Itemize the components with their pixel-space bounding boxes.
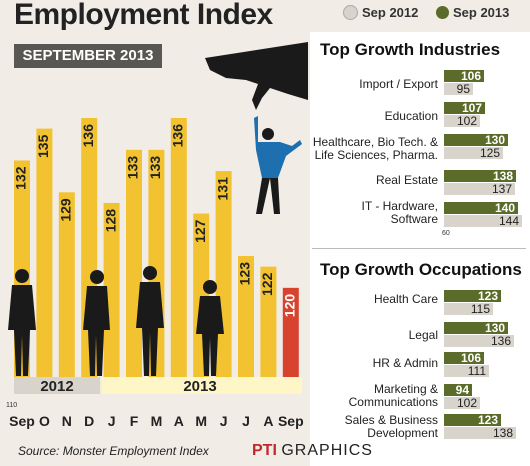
legend-item-sep-2013: Sep 2013 [436,5,509,20]
bar-value-label: 132 [13,166,29,190]
bar-sep-2013: 123 [444,290,501,302]
x-tick-label: A [174,413,184,429]
bar-5 [126,149,142,394]
bar-sep-2012: 137 [444,183,515,195]
legend-label-2013: Sep 2013 [453,5,510,20]
x-tick-label: M [195,413,207,429]
x-min-label: 60 [442,230,450,237]
bar-value-label: 127 [192,219,208,243]
x-tick-label: J [242,413,250,429]
y-min-label: 110 [6,402,18,409]
credit: PTI GRAPHICS [252,442,373,460]
x-tick-label: N [62,413,72,429]
category-label: Marketing & Communications [348,382,438,409]
bar-sep-2013: 123 [444,414,501,426]
hand-icon [205,42,308,110]
category-label: Healthcare, Bio Tech. & Life Sciences, P… [312,135,438,162]
bar-value-label: 129 [58,198,74,222]
year-band-2012 [14,377,100,394]
bar-sep-2012: 95 [444,83,473,95]
bar-12 [282,287,299,394]
x-tick-label: O [39,413,50,429]
lifted-man-icon [254,116,302,214]
bar-sep-2013: 138 [444,170,516,182]
bar-value-label: 133 [125,156,141,180]
page-subtitle: SEPTEMBER 2013 [14,44,162,68]
bar-value-label: 131 [214,177,230,201]
section-divider [312,248,526,249]
bar-value-label: 120 [282,294,298,318]
bar-sep-2012: 136 [444,335,514,347]
bar-sep-2013: 107 [444,102,485,114]
category-label: Education [384,109,438,123]
legend-swatch-2012 [343,5,358,20]
bar-sep-2012: 138 [444,427,516,439]
industries-title: Top Growth Industries [320,40,501,59]
bar-sep-2013: 130 [444,134,508,146]
page-title: Employment Index [14,0,273,31]
bar-value-label: 136 [80,124,96,148]
source-note: Source: Monster Employment Index [18,444,209,458]
figure-silhouettes [8,42,308,376]
occupations-title: Top Growth Occupations [320,260,522,279]
year-label-2013: 2013 [183,378,216,395]
x-tick-label: M [151,413,163,429]
x-tick-label: F [130,413,139,429]
bar-value-label: 133 [147,156,163,180]
bar-7 [170,118,187,394]
bar-1 [36,128,53,394]
man-silhouette-icon [136,266,164,376]
year-label-2012: 2012 [40,378,73,395]
bar-2 [58,192,75,394]
category-label: Health Care [373,292,438,306]
x-tick-label: A [263,413,273,429]
year-band-2013 [102,377,302,394]
man-silhouette-icon [196,280,224,376]
bar-sep-2013: 94 [444,384,472,396]
bar-sep-2012: 125 [444,147,503,159]
bar-value-label: 136 [170,124,186,148]
x-tick-labels: Sep O N D J F M A M J J A Sep [9,413,303,429]
category-label: Real Estate [375,173,438,187]
x-tick-label: Sep [9,413,35,429]
category-label: Import / Export [359,77,438,91]
category-label: HR & Admin [372,356,438,370]
employment-index-chart: 132 135 129 136 128 133 133 136 127 131 123 122 120 [8,42,308,429]
legend-swatch-2013 [436,6,449,19]
bar-sep-2013: 106 [444,352,484,364]
category-label: Sales & Business Development [344,413,438,440]
x-tick-label: J [220,413,228,429]
bar-value-label: 122 [259,272,275,296]
legend-item-sep-2012: Sep 2012 [343,5,418,20]
bar-sep-2013: 130 [444,322,508,334]
legend-label-2012: Sep 2012 [362,5,419,20]
bar-value-label: 135 [35,134,51,158]
credit-graphics: GRAPHICS [281,442,373,459]
man-silhouette-icon [8,269,36,376]
bar-value-label: 123 [237,262,253,286]
bar-sep-2012: 102 [444,397,480,409]
x-tick-label: J [108,413,116,429]
bar-11 [260,266,277,394]
credit-pti: PTI [252,442,277,459]
bar-sep-2013: 106 [444,70,484,82]
bar-10 [238,256,254,394]
bar-value-label: 128 [102,209,118,233]
bar-sep-2012: 115 [444,303,493,315]
x-tick-label: D [84,413,94,429]
bar-sep-2012: 144 [444,215,522,227]
category-label: Legal [408,328,438,342]
category-label: IT - Hardware, Software [361,199,438,226]
bar-4 [103,202,120,394]
bar-sep-2012: 111 [444,365,489,377]
growth-panel [310,32,530,466]
x-tick-label: Sep [278,413,304,429]
man-silhouette-icon [83,270,110,376]
bar-sep-2013: 140 [444,202,518,214]
bar-9 [215,171,232,394]
bar-sep-2012: 102 [444,115,480,127]
